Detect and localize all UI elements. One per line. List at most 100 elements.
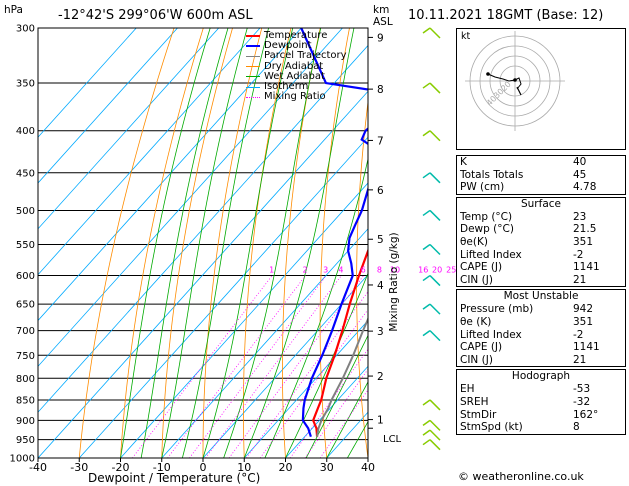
wet-adiabat-line (223, 28, 322, 458)
pressure-tick-label: 650 (16, 300, 35, 311)
pressure-tick-label: 900 (16, 416, 35, 427)
unstable-value: 1141 (573, 341, 600, 354)
mixing-ratio-label: 1 (269, 266, 274, 275)
wet-adiabat-line (202, 28, 294, 458)
surface-value: -2 (573, 248, 584, 261)
dry-adiabat-line (243, 28, 292, 458)
x-tick-label: -10 (153, 461, 171, 474)
indices-box: K 40 Totals Totals 45 PW (cm) 4.78 (456, 155, 626, 195)
surface-label: θe(K) (460, 235, 488, 248)
unstable-value: 21 (573, 353, 587, 366)
hodograph-box: kt 40 30 20 (456, 28, 626, 150)
x-tick-label: 30 (320, 461, 334, 474)
mixing-ratio-label: 10 (390, 266, 400, 275)
surface-row: Temp (°C) 23 (457, 211, 625, 224)
series-dewpoint (300, 28, 368, 437)
surface-row: CIN (J) 21 (457, 274, 625, 287)
wet-adiabat-line (181, 28, 269, 458)
mixing-ratio-label: 8 (377, 266, 382, 275)
mixing-ratio-line (205, 275, 342, 458)
series-temperature (311, 247, 368, 437)
wind-barb (429, 303, 441, 315)
legend-swatch (246, 55, 260, 57)
mixing-ratio-line (246, 291, 368, 458)
km-tick-label: 9 (377, 32, 384, 44)
legend-label: Dry Adiabat (264, 60, 324, 72)
wet-adiabat-line (285, 272, 368, 458)
x-axis-label: Dewpoint / Temperature (°C) (88, 471, 261, 485)
surface-title: Surface (520, 197, 561, 210)
unstable-row: CIN (J) 21 (457, 354, 625, 367)
pressure-tick-label: 1000 (10, 454, 35, 465)
wind-barb (422, 209, 431, 217)
legend-label: Dewpoint (264, 40, 312, 52)
legend-swatch (246, 86, 260, 88)
pressure-tick-label: 450 (16, 168, 35, 179)
wind-barb (422, 243, 431, 251)
surface-label: Dewp (°C) (460, 223, 514, 236)
wind-barb (429, 27, 441, 39)
mixing-ratio-line (228, 275, 364, 458)
hodo_table-label: EH (460, 383, 475, 396)
wind-barb (422, 419, 431, 426)
pressure-tick-label: 600 (16, 271, 35, 282)
wet-adiabat-line (326, 381, 368, 458)
wind-barb (429, 275, 441, 287)
isotherm-line (78, 136, 368, 458)
wind-barb (429, 330, 441, 342)
dry-adiabat-line (161, 28, 233, 458)
indices-row: PW (cm) 4.78 (457, 181, 625, 194)
legend-item: Wet Adiabat (246, 71, 347, 82)
wind-barb (422, 399, 431, 406)
surface-value: 21 (573, 273, 587, 286)
pressure-tick-label: 850 (16, 395, 35, 406)
legend-swatch (246, 66, 260, 68)
dry-adiabat-line (120, 28, 204, 458)
surface-value: 23 (573, 210, 587, 223)
isotherm-line (38, 90, 368, 458)
mixing-ratio-line (189, 275, 327, 458)
unstable-value: 351 (573, 315, 594, 328)
hodograph-point (486, 72, 490, 76)
mixing-ratio-label: 6 (361, 266, 366, 275)
x-tick-label: -30 (70, 461, 88, 474)
header-datetime: 10.11.2021 18GMT (Base: 12) (408, 8, 604, 23)
isotherm-line (161, 228, 368, 458)
km-tick-label: 5 (377, 234, 384, 246)
km-label: km ASL (373, 4, 393, 28)
unstable-label: CAPE (J) (460, 341, 503, 354)
indices-row: K 40 (457, 156, 625, 169)
footer-credit: © weatheronline.co.uk (458, 470, 584, 483)
wind-barb (429, 419, 441, 431)
unstable-value: 942 (573, 303, 594, 316)
hodograph-point (513, 78, 517, 82)
mixing-ratio-axis-label: Mixing Ratio (g/kg) (388, 232, 400, 331)
surface-box: Surface Temp (°C) 23 Dewp (°C) 21.5 θe(K) 351… (456, 196, 626, 288)
isotherm-line (38, 28, 220, 230)
unstable-box: Most Unstable Pressure (mb) 942 θe (K) 351 L… (456, 289, 626, 368)
wind-barb (429, 399, 441, 411)
mixing-ratio-label: 3 (323, 266, 328, 275)
x-tick-label: 40 (361, 461, 375, 474)
mixing-ratio-line (132, 275, 273, 458)
isotherm-line (38, 28, 178, 184)
y-axis-unit: hPa (4, 4, 23, 16)
pressure-tick-label: 800 (16, 374, 35, 385)
unstable-row: CAPE (J) 1141 (457, 341, 625, 354)
surface-row: Dewp (°C) 21.5 (457, 223, 625, 236)
wind-barb (422, 303, 431, 310)
wet-adiabat-line (161, 28, 248, 458)
hodo_table-value: -53 (573, 383, 591, 396)
isotherm-line (120, 182, 368, 458)
x-tick-label: -40 (29, 461, 47, 474)
km-tick-label: 4 (377, 280, 384, 292)
km-tick-label: 6 (377, 185, 384, 197)
x-tick-label: 0 (200, 461, 207, 474)
mixing-ratio-label: 20 (432, 266, 442, 275)
isotherm-line (38, 28, 261, 276)
legend-label: Parcel Trajectory (264, 50, 347, 62)
surface-label: Temp (°C) (460, 210, 513, 223)
unstable-label: θe (K) (460, 315, 492, 328)
dry-adiabat-line (426, 28, 450, 458)
